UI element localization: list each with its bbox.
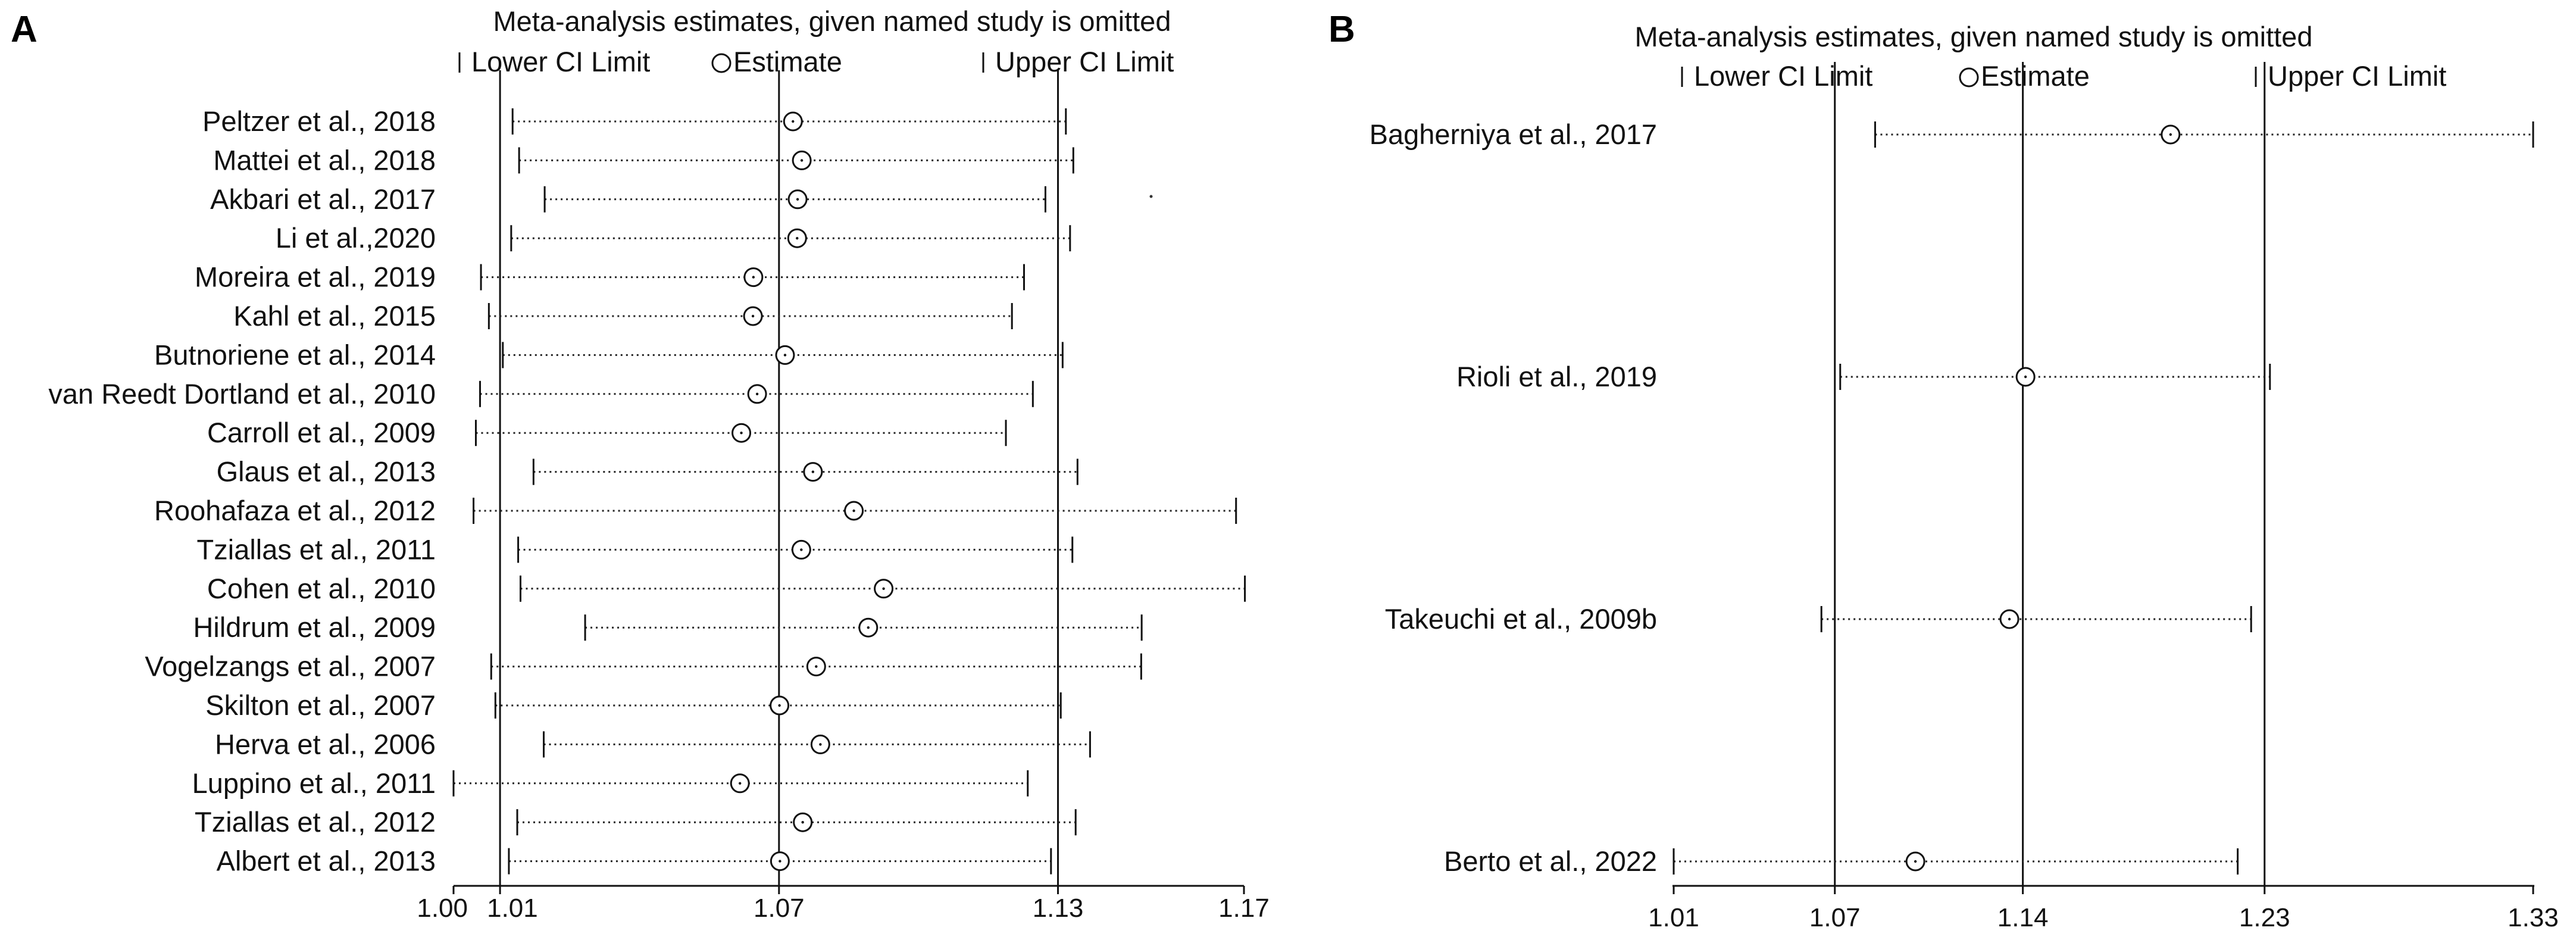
panel-a-legend-estimate-label: Estimate (733, 46, 842, 77)
estimate-center-dot (867, 626, 870, 629)
panel-a-study-row: Vogelzangs et al., 2007 (145, 651, 1142, 682)
estimate-center-dot (796, 198, 799, 201)
panel-a-stray-dot (1149, 195, 1153, 198)
panel-a-study-row: Albert et al., 2013 (217, 845, 1052, 877)
panel-b-letter: B (1328, 9, 1355, 50)
estimate-center-dot (852, 509, 855, 513)
study-label: Skilton et al., 2007 (205, 689, 436, 721)
panel-b-legend-estimate-marker (1959, 67, 1979, 88)
panel-a-study-row: Tziallas et al., 2011 (197, 533, 1074, 565)
panel-b-x-tick-label: 1.23 (2239, 903, 2290, 932)
estimate-center-dot (792, 120, 795, 123)
study-label: Cohen et al., 2010 (207, 573, 436, 604)
panel-a-title: Meta-analysis estimates, given named stu… (493, 5, 1171, 37)
panel-a-study-row: van Reedt Dortland et al., 2010 (48, 378, 1034, 410)
panel-a-study-row: Moreira et al., 2019 (195, 261, 1026, 293)
panel-a-x-tick-label: 1.00 (417, 894, 468, 923)
study-label: Takeuchi et al., 2009b (1385, 603, 1657, 635)
study-label: Mattei et al., 2018 (213, 144, 436, 176)
estimate-center-dot (882, 587, 885, 590)
panel-a-study-row: Roohafaza et al., 2012 (154, 495, 1237, 526)
panel-b-study-row: Rioli et al., 2019 (1456, 361, 2271, 392)
study-label: Carroll et al., 2009 (207, 417, 436, 448)
panel-a-study-row: Luppino et al., 2011 (192, 767, 1029, 799)
study-label: Roohafaza et al., 2012 (154, 495, 436, 526)
study-label: Tziallas et al., 2012 (195, 806, 436, 838)
estimate-center-dot (751, 314, 755, 318)
study-label: Luppino et al., 2011 (192, 767, 436, 799)
panel-b-x-tick-label: 1.33 (2508, 903, 2559, 932)
estimate-center-dot (755, 392, 759, 395)
panel-a-study-row: Mattei et al., 2018 (213, 144, 1074, 176)
panel-b-x-tick-label: 1.07 (1809, 903, 1861, 932)
estimate-center-dot (778, 704, 781, 707)
study-label: Butnoriene et al., 2014 (154, 339, 436, 370)
study-label: Berto et al., 2022 (1444, 845, 1657, 877)
study-label: Peltzer et al., 2018 (202, 105, 436, 137)
panel-b-x-tick-label: 1.01 (1648, 903, 1699, 932)
panel-a-study-row: Herva et al., 2006 (215, 728, 1091, 760)
panel-a-study-row: Glaus et al., 2013 (217, 456, 1078, 488)
estimate-center-dot (1914, 860, 1917, 863)
estimate-center-dot (800, 159, 804, 162)
study-label: Rioli et al., 2019 (1456, 361, 1657, 392)
panel-b-legend-lower-label: Lower CI Limit (1694, 60, 1872, 92)
study-label: Herva et al., 2006 (215, 728, 436, 760)
panel-b-study-row: Bagherniya et al., 2017 (1370, 118, 2534, 150)
estimate-center-dot (739, 782, 742, 785)
panel-a-study-row: Li et al.,2020 (276, 222, 1071, 254)
panel-a-x-tick-label: 1.17 (1218, 894, 1270, 923)
panel-a-study-row: Hildrum et al., 2009 (193, 611, 1143, 643)
panel-a-study-row: Butnoriene et al., 2014 (154, 339, 1064, 370)
estimate-center-dot (2008, 617, 2011, 621)
estimate-center-dot (796, 237, 799, 240)
study-label: Moreira et al., 2019 (195, 261, 436, 293)
panel-a-legend-estimate-marker (711, 53, 731, 73)
estimate-center-dot (819, 743, 822, 746)
panel-a-study-row: Skilton et al., 2007 (205, 689, 1062, 721)
panel-a-legend-upper-label: Upper CI Limit (995, 46, 1174, 77)
estimate-center-dot (752, 276, 755, 279)
study-label: Akbari et al., 2017 (210, 183, 436, 215)
study-label: Hildrum et al., 2009 (193, 611, 436, 643)
estimate-center-dot (815, 665, 818, 668)
panel-a-x-tick-label: 1.07 (754, 894, 805, 923)
panel-a-x-tick-label: 1.13 (1033, 894, 1084, 923)
panel-a-legend: Lower CI Limit Estimate Upper CI Limit (458, 46, 1174, 77)
estimate-center-dot (2024, 375, 2027, 379)
panel-a-study-row: Tziallas et al., 2012 (195, 806, 1077, 838)
panel-a-x-tick-label: 1.01 (487, 894, 538, 923)
estimate-center-dot (779, 860, 781, 863)
panel-a-study-row: Akbari et al., 2017 (210, 183, 1046, 215)
study-label: Li et al.,2020 (276, 222, 436, 254)
panel-a-study-row: Carroll et al., 2009 (207, 417, 1007, 448)
study-label: Kahl et al., 2015 (233, 300, 436, 332)
study-label: Vogelzangs et al., 2007 (145, 651, 436, 682)
study-label: Bagherniya et al., 2017 (1370, 118, 1657, 150)
panel-a-study-row: Peltzer et al., 2018 (202, 105, 1067, 137)
panel-a-study-row: Kahl et al., 2015 (233, 300, 1013, 332)
panel-b-legend-estimate-label: Estimate (1981, 60, 2090, 92)
panel-b-legend-upper-label: Upper CI Limit (2268, 60, 2446, 92)
study-label: Albert et al., 2013 (217, 845, 436, 877)
study-label: Glaus et al., 2013 (217, 456, 436, 488)
estimate-center-dot (783, 354, 787, 357)
panel-a-legend-lower-label: Lower CI Limit (471, 46, 650, 77)
study-label: van Reedt Dortland et al., 2010 (48, 378, 436, 410)
panel-b-legend: Lower CI Limit Estimate Upper CI Limit (1681, 60, 2446, 92)
study-label: Tziallas et al., 2011 (197, 533, 436, 565)
estimate-center-dot (801, 821, 804, 824)
panel-a-letter: A (11, 9, 37, 50)
panel-b-study-row: Takeuchi et al., 2009b (1385, 603, 2252, 635)
estimate-center-dot (2169, 133, 2172, 136)
panel-b-title: Meta-analysis estimates, given named stu… (1635, 21, 2313, 52)
panel-b-x-tick-label: 1.14 (1997, 903, 2049, 932)
panel-a-study-row: Cohen et al., 2010 (207, 573, 1246, 604)
panel-b-study-row: Berto et al., 2022 (1444, 845, 2239, 877)
estimate-center-dot (811, 470, 815, 473)
estimate-center-dot (740, 432, 743, 435)
estimate-center-dot (800, 548, 803, 551)
